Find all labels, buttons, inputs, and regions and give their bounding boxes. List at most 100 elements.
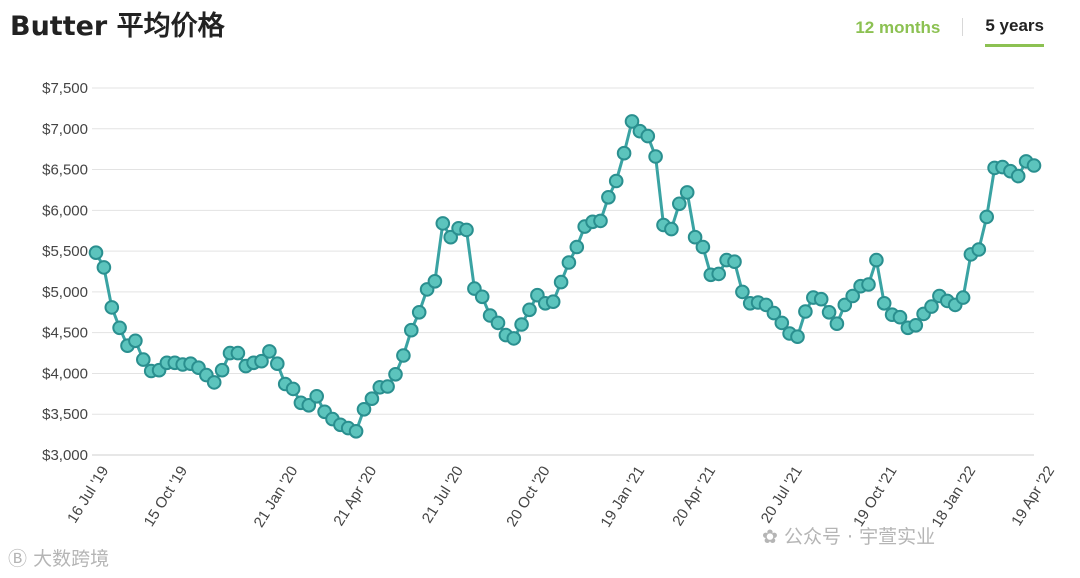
y-tick-label: $4,000 (42, 365, 88, 382)
data-point[interactable] (593, 213, 608, 229)
tab-divider (962, 18, 964, 36)
x-tick-label: 15 Oct '19 (141, 463, 191, 530)
data-point[interactable] (608, 173, 624, 189)
data-point[interactable] (1010, 168, 1026, 184)
data-point[interactable] (96, 260, 112, 275)
data-point[interactable] (285, 381, 301, 397)
data-point[interactable] (837, 297, 853, 313)
data-point[interactable] (892, 309, 908, 325)
data-point[interactable] (648, 149, 663, 164)
data-point[interactable] (427, 274, 443, 289)
data-point[interactable] (616, 145, 632, 161)
data-point[interactable] (112, 320, 127, 336)
data-point[interactable] (821, 305, 837, 320)
x-tick-label: 20 Apr '21 (669, 463, 719, 529)
page-title: Butter 平均价格 (10, 11, 225, 42)
watermark-left-text: 大数跨境 (33, 548, 110, 570)
data-point[interactable] (490, 315, 506, 331)
data-point[interactable] (380, 379, 395, 394)
data-point[interactable] (672, 196, 687, 212)
tab-12-months[interactable]: 12 months (855, 17, 941, 37)
data-point[interactable] (971, 242, 987, 257)
data-point[interactable] (798, 304, 813, 319)
y-tick-label: $7,000 (42, 121, 88, 138)
data-point[interactable] (766, 305, 782, 321)
data-point[interactable] (506, 331, 522, 346)
data-point[interactable] (1026, 158, 1042, 173)
data-point[interactable] (624, 114, 640, 129)
data-point[interactable] (774, 315, 790, 331)
x-tick-label: 19 Oct '21 (850, 463, 900, 530)
data-point[interactable] (301, 398, 317, 413)
data-point[interactable] (924, 299, 939, 314)
wechat-icon: ✿ (762, 526, 778, 548)
data-markers (88, 114, 1042, 439)
data-point[interactable] (206, 375, 222, 390)
data-point[interactable] (695, 239, 711, 255)
data-point[interactable] (128, 333, 143, 349)
data-point[interactable] (561, 255, 577, 270)
data-point[interactable] (522, 302, 537, 318)
x-tick-label: 20 Jul '21 (758, 463, 806, 526)
data-point[interactable] (845, 288, 861, 304)
data-point[interactable] (545, 294, 561, 310)
data-point[interactable] (869, 252, 884, 268)
data-point[interactable] (735, 284, 750, 300)
x-tick-label: 21 Jul '20 (419, 463, 467, 526)
data-point[interactable] (356, 402, 372, 417)
x-tick-label: 21 Jan '20 (251, 463, 302, 530)
data-point[interactable] (388, 367, 403, 382)
tab-5-years[interactable]: 5 years (985, 16, 1044, 47)
data-point[interactable] (443, 229, 459, 245)
data-point[interactable] (214, 362, 230, 378)
data-point[interactable] (979, 209, 995, 225)
data-point[interactable] (254, 353, 269, 369)
data-point[interactable] (230, 345, 246, 361)
data-point[interactable] (727, 254, 742, 270)
data-point[interactable] (136, 352, 151, 367)
data-point[interactable] (876, 296, 892, 311)
data-point[interactable] (553, 274, 569, 290)
range-tabs: 12 months 5 years (855, 16, 1044, 47)
data-point[interactable] (309, 389, 325, 404)
data-point[interactable] (601, 190, 616, 205)
data-point[interactable] (474, 289, 490, 305)
y-tick-label: $5,500 (42, 243, 88, 260)
data-point[interactable] (908, 318, 924, 333)
data-point[interactable] (687, 229, 703, 245)
data-point[interactable] (270, 356, 285, 372)
data-point[interactable] (435, 216, 451, 231)
data-point[interactable] (790, 329, 805, 345)
y-tick-label: $4,500 (42, 325, 88, 342)
watermark-left: Ⓑ 大数跨境 (8, 544, 109, 571)
data-point[interactable] (640, 128, 656, 144)
data-point[interactable] (679, 185, 695, 200)
x-axis-labels: 16 Jul '19 15 Oct '19 21 Jan '20 21 Apr '20… (64, 463, 1058, 530)
x-tick-label: 20 Oct '20 (503, 463, 553, 530)
data-point[interactable] (396, 348, 411, 363)
data-point[interactable] (262, 344, 277, 359)
x-tick-label: 21 Apr '20 (330, 463, 380, 529)
x-tick-label: 16 Jul '19 (64, 463, 112, 526)
data-point[interactable] (404, 322, 419, 338)
data-point[interactable] (459, 222, 474, 238)
y-tick-label: $5,000 (42, 284, 88, 301)
data-point[interactable] (348, 424, 364, 439)
data-point[interactable] (104, 300, 120, 315)
y-tick-label: $6,500 (42, 162, 88, 179)
x-tick-label: 19 Apr '22 (1008, 463, 1058, 529)
watermark-right: ✿ 公众号 · 宇萱实业 (762, 522, 935, 549)
y-tick-label: $6,000 (42, 202, 88, 219)
data-point[interactable] (813, 291, 829, 307)
data-point[interactable] (829, 316, 845, 332)
data-point[interactable] (861, 277, 876, 292)
data-point[interactable] (364, 391, 380, 407)
data-point[interactable] (955, 290, 971, 305)
data-point[interactable] (711, 266, 727, 282)
data-point[interactable] (411, 305, 427, 320)
data-point[interactable] (514, 317, 529, 332)
data-point[interactable] (88, 245, 104, 260)
data-point[interactable] (664, 221, 679, 237)
data-point[interactable] (569, 239, 585, 255)
